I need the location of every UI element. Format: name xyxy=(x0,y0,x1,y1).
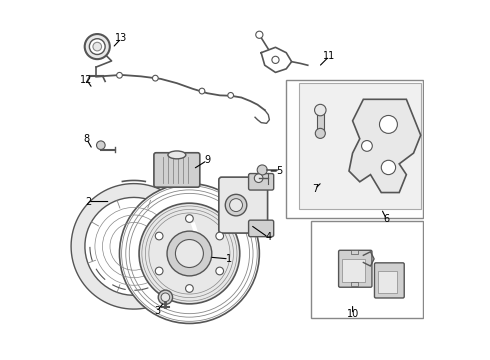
Text: 9: 9 xyxy=(204,155,210,165)
Circle shape xyxy=(230,199,243,212)
FancyBboxPatch shape xyxy=(374,263,404,298)
Text: 13: 13 xyxy=(115,33,127,43)
FancyBboxPatch shape xyxy=(248,220,274,237)
Text: 11: 11 xyxy=(323,51,335,61)
FancyBboxPatch shape xyxy=(154,153,200,187)
Text: 3: 3 xyxy=(154,306,160,316)
Polygon shape xyxy=(349,99,421,193)
Circle shape xyxy=(167,231,212,276)
Circle shape xyxy=(315,129,325,138)
Text: 5: 5 xyxy=(276,166,282,176)
Circle shape xyxy=(85,34,110,59)
Circle shape xyxy=(117,72,122,78)
Circle shape xyxy=(199,88,205,94)
Circle shape xyxy=(216,267,223,275)
Text: 8: 8 xyxy=(83,134,90,144)
Circle shape xyxy=(272,56,279,63)
Circle shape xyxy=(256,31,263,39)
Polygon shape xyxy=(71,184,196,309)
Circle shape xyxy=(379,116,397,134)
Text: 4: 4 xyxy=(265,232,271,242)
Circle shape xyxy=(225,194,247,216)
Circle shape xyxy=(93,42,101,51)
Circle shape xyxy=(315,104,326,116)
Bar xyxy=(317,110,324,134)
FancyBboxPatch shape xyxy=(339,250,372,287)
FancyBboxPatch shape xyxy=(219,177,268,233)
Ellipse shape xyxy=(168,151,186,159)
Circle shape xyxy=(155,267,163,275)
Text: 10: 10 xyxy=(346,310,359,319)
Circle shape xyxy=(257,165,267,175)
Circle shape xyxy=(152,75,158,81)
Bar xyxy=(378,271,397,293)
Circle shape xyxy=(254,174,263,183)
Circle shape xyxy=(362,140,372,151)
Bar xyxy=(286,80,422,218)
Text: 7: 7 xyxy=(312,184,318,194)
Text: 12: 12 xyxy=(80,75,93,85)
Circle shape xyxy=(158,290,172,305)
Circle shape xyxy=(89,39,105,54)
Bar xyxy=(342,259,365,282)
Circle shape xyxy=(228,93,234,98)
Circle shape xyxy=(186,215,193,222)
Bar xyxy=(311,221,422,318)
Bar xyxy=(351,282,358,286)
Circle shape xyxy=(381,160,395,175)
Circle shape xyxy=(120,184,259,323)
Text: 1: 1 xyxy=(226,254,232,264)
Text: 2: 2 xyxy=(85,197,91,207)
Circle shape xyxy=(155,232,163,240)
Circle shape xyxy=(139,203,240,304)
Circle shape xyxy=(216,232,223,240)
Circle shape xyxy=(175,239,203,267)
Circle shape xyxy=(186,285,193,292)
Circle shape xyxy=(97,141,105,149)
Bar xyxy=(299,83,421,209)
Bar xyxy=(351,250,358,253)
Circle shape xyxy=(161,293,170,302)
FancyBboxPatch shape xyxy=(248,174,274,190)
Text: 6: 6 xyxy=(384,215,390,224)
